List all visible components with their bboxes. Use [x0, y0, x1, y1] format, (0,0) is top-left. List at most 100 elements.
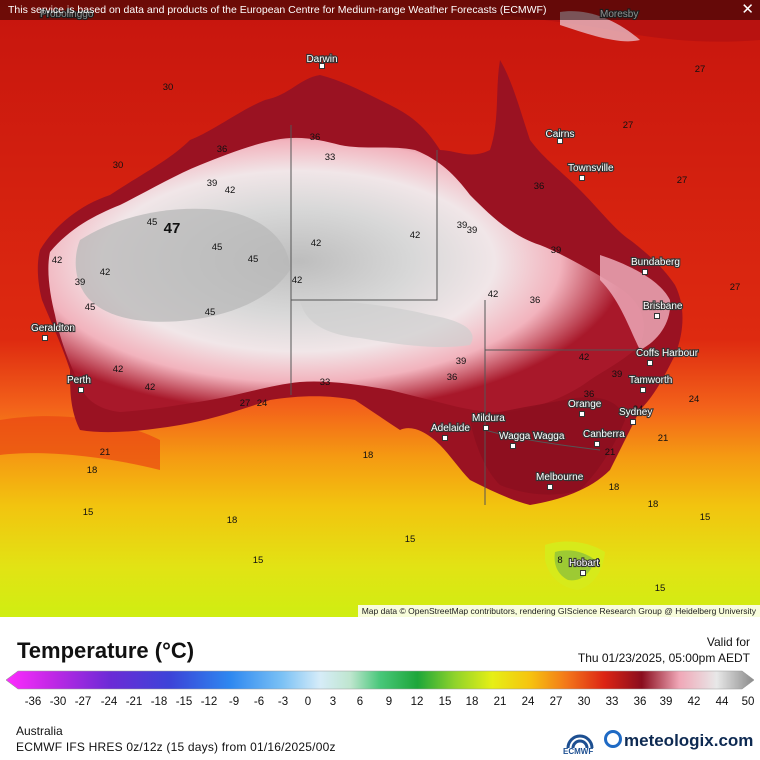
contour-label: 39 — [467, 225, 478, 236]
city-dot — [579, 175, 585, 181]
city-dot — [483, 425, 489, 431]
city-dot — [642, 269, 648, 275]
contour-label: 15 — [700, 512, 711, 523]
city-marker[interactable]: Mildura — [471, 412, 506, 431]
scale-tick-label: 24 — [521, 696, 535, 708]
city-label: Canberra — [583, 429, 625, 440]
contour-label: 27 — [695, 64, 706, 75]
city-marker[interactable]: Bundaberg — [630, 256, 681, 275]
city-dot — [654, 313, 660, 319]
city-dot — [510, 443, 516, 449]
city-dot — [594, 441, 600, 447]
contour-label: 36 — [310, 132, 321, 143]
contour-label: 42 — [311, 238, 322, 249]
meteologix-logo[interactable]: meteologix.com — [604, 730, 753, 751]
contour-label: 8 — [557, 555, 562, 566]
contour-label: 15 — [253, 555, 264, 566]
city-marker[interactable]: Cairns — [544, 128, 576, 144]
contour-label: 45 — [205, 307, 216, 318]
meteologix-ring-icon — [604, 730, 622, 748]
pink-band-se — [470, 397, 625, 495]
city-marker[interactable]: Hobart — [568, 557, 600, 576]
heat-interior — [48, 137, 644, 413]
city-dot — [640, 387, 646, 393]
city-label: Geraldton — [31, 323, 75, 334]
scale-tick-label: 33 — [605, 696, 619, 708]
temperature-map[interactable]: 30 30 36 39 42 45 47 45 45 42 39 42 45 45 42 42 42 42 42 39… — [0, 0, 760, 617]
city-marker[interactable]: Geraldton — [30, 322, 76, 341]
city-label: Perth — [67, 375, 91, 386]
city-markers: Darwin Cairns Townsville Bundaberg Brisbane C… — [30, 53, 700, 576]
contour-label: 39 — [612, 369, 623, 380]
contour-label: 18 — [648, 499, 659, 510]
scale-tick-label: 9 — [385, 696, 393, 708]
city-marker[interactable]: Wagga Wagga — [498, 430, 566, 449]
city-label: Sydney — [619, 407, 652, 418]
city-dot — [42, 335, 48, 341]
map-attribution[interactable]: Map data © OpenStreetMap contributors, r… — [357, 605, 760, 617]
city-label: Mildura — [472, 413, 505, 424]
contour-label: 18 — [227, 515, 238, 526]
contour-label: 18 — [363, 450, 374, 461]
city-label: Darwin — [306, 54, 337, 65]
contour-label: 18 — [87, 465, 98, 476]
new-guinea — [470, 0, 760, 42]
contour-label: 45 — [212, 242, 223, 253]
contour-label: 30 — [163, 82, 174, 93]
scale-tick-label: 12 — [410, 696, 424, 708]
contour-label: 15 — [405, 534, 416, 545]
city-dot — [647, 360, 653, 366]
city-dot — [630, 419, 636, 425]
scale-tick-label: 15 — [438, 696, 452, 708]
contour-label: 39 — [207, 178, 218, 189]
island-patch — [560, 11, 640, 42]
city-marker[interactable]: Townsville — [567, 162, 615, 181]
contour-label: 21 — [658, 433, 669, 444]
city-label: Wagga Wagga — [499, 431, 565, 442]
city-label: Coffs Harbour — [636, 348, 699, 359]
east-coast-pink — [600, 255, 671, 350]
scale-tick-label: 21 — [493, 696, 507, 708]
city-label: Melbourne — [536, 472, 584, 483]
contour-label: 42 — [410, 230, 421, 241]
contour-label: 42 — [225, 185, 236, 196]
contour-label: 39 — [75, 277, 86, 288]
city-label: Hobart — [569, 558, 599, 569]
valid-label: Valid for — [706, 635, 750, 649]
contour-label: 42 — [52, 255, 63, 266]
city-label: Adelaide — [431, 423, 470, 434]
city-marker[interactable]: Sydney — [618, 406, 653, 425]
city-marker[interactable]: Melbourne — [535, 471, 585, 490]
city-marker[interactable]: Orange — [567, 398, 603, 417]
city-dot — [547, 484, 553, 490]
city-label: Cairns — [546, 129, 575, 140]
contour-label: 36 — [584, 389, 595, 400]
city-marker[interactable]: Darwin — [305, 53, 339, 69]
city-dot — [579, 411, 585, 417]
city-marker[interactable]: Brisbane — [642, 300, 684, 319]
contour-label: 30 — [113, 160, 124, 171]
contour-label: 47 — [164, 220, 181, 237]
scale-tick-label: -3 — [277, 696, 289, 708]
scale-tick-label: 44 — [715, 696, 729, 708]
close-icon[interactable]: ✕ — [741, 1, 754, 18]
city-marker[interactable]: Adelaide — [430, 422, 471, 441]
contour-label: 36 — [447, 372, 458, 383]
city-marker[interactable]: Canberra — [582, 428, 626, 447]
scale-tick-label: -18 — [150, 696, 168, 708]
place-label: Moresby — [600, 9, 638, 20]
contour-label: 45 — [248, 254, 259, 265]
state-borders — [290, 125, 640, 505]
contour-label: 33 — [320, 377, 331, 388]
disclaimer-bar: This service is based on data and produc… — [0, 0, 760, 20]
city-marker[interactable]: Tamworth — [628, 374, 673, 393]
contour-label: 42 — [579, 352, 590, 363]
contour-label: 39 — [551, 245, 562, 256]
map-title: Temperature (°C) — [17, 638, 195, 663]
city-marker[interactable]: Coffs Harbour — [635, 347, 700, 366]
temperature-color-scale — [6, 670, 754, 690]
region-label: Australia — [16, 724, 63, 738]
city-marker[interactable]: Perth — [66, 374, 92, 393]
scale-tick-label: 18 — [465, 696, 479, 708]
contour-label: 42 — [145, 382, 156, 393]
